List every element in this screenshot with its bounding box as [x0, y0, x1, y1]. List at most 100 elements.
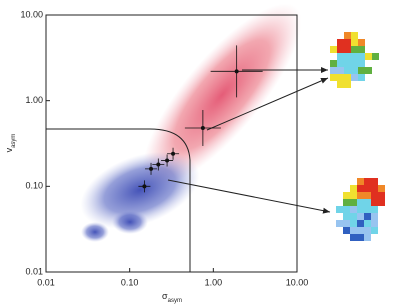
pixel	[350, 220, 357, 227]
pixel	[378, 199, 385, 206]
pixel	[337, 60, 344, 67]
x-axis-label: σasym	[162, 291, 182, 303]
pixel	[337, 74, 344, 81]
y-axis-label: vasym	[4, 134, 16, 153]
point	[142, 184, 147, 189]
pixel	[371, 227, 378, 234]
point	[200, 125, 205, 130]
pixel	[371, 220, 378, 227]
pixel	[365, 53, 372, 60]
pixel	[371, 199, 378, 206]
pixel	[371, 206, 378, 213]
point	[165, 158, 170, 163]
y-tick-label: 0.10	[25, 181, 43, 191]
pixel	[330, 60, 337, 67]
pixel	[330, 74, 337, 81]
pixel	[364, 227, 371, 234]
pixel	[357, 220, 364, 227]
pixel	[337, 81, 344, 88]
pixel	[358, 60, 365, 67]
pixel	[358, 67, 365, 74]
boundary-curve	[46, 128, 191, 272]
pixel	[364, 213, 371, 220]
y-tick-label: 0.01	[25, 266, 43, 276]
pixel	[357, 199, 364, 206]
pixel	[357, 213, 364, 220]
pixel	[343, 192, 350, 199]
x-tick-label: 0.10	[121, 277, 139, 287]
arrows	[167, 67, 331, 214]
pixel	[358, 39, 365, 46]
pixel	[351, 39, 358, 46]
pixel	[357, 206, 364, 213]
x-tick-label: 1.00	[205, 277, 223, 287]
pixel	[330, 67, 337, 74]
pixel	[337, 67, 344, 74]
y-label-main: v	[4, 147, 14, 152]
pixel	[358, 74, 365, 81]
thumbnail	[330, 32, 379, 88]
pixel	[344, 60, 351, 67]
pixel	[357, 227, 364, 234]
pixel	[337, 39, 344, 46]
pixel	[351, 46, 358, 53]
point	[149, 166, 154, 171]
pixel	[350, 213, 357, 220]
y-label-sub: asym	[11, 134, 17, 148]
point	[171, 151, 176, 156]
pixel	[343, 199, 350, 206]
density-cloud	[80, 3, 302, 242]
y-tick-label: 1.00	[25, 95, 43, 105]
pixel	[365, 67, 372, 74]
pixel	[350, 206, 357, 213]
pixel	[364, 234, 371, 241]
pixel	[358, 53, 365, 60]
pixel	[357, 192, 364, 199]
pixel	[351, 53, 358, 60]
pixel	[350, 199, 357, 206]
pixel	[358, 46, 365, 53]
pixel	[337, 46, 344, 53]
x-label-sub: asym	[168, 298, 182, 304]
point	[156, 162, 161, 167]
pixel	[350, 234, 357, 241]
pixel	[371, 185, 378, 192]
pixel	[364, 192, 371, 199]
pixel	[371, 192, 378, 199]
x-label-main: σ	[162, 291, 168, 301]
x-tick-label: 0.01	[37, 277, 55, 287]
pixel	[344, 53, 351, 60]
pixel	[357, 234, 364, 241]
pixel	[344, 67, 351, 74]
pixel	[378, 185, 385, 192]
pixel	[344, 39, 351, 46]
pixel	[351, 60, 358, 67]
pixel	[343, 227, 350, 234]
pixel	[357, 178, 364, 185]
pixel	[336, 206, 343, 213]
x-tick-label: 10.00	[286, 277, 309, 287]
point	[234, 69, 239, 74]
pixel	[344, 74, 351, 81]
pixel	[343, 220, 350, 227]
pixel	[337, 53, 344, 60]
pixel	[344, 81, 351, 88]
pixel	[343, 206, 350, 213]
pixel	[350, 192, 357, 199]
thumbnail	[336, 178, 385, 241]
pixel	[364, 178, 371, 185]
pixel	[364, 185, 371, 192]
pixel	[350, 185, 357, 192]
pixel	[344, 32, 351, 39]
pixel	[364, 220, 371, 227]
pixel	[336, 220, 343, 227]
pixel	[378, 192, 385, 199]
pixel	[364, 206, 371, 213]
pixel	[371, 178, 378, 185]
pixel	[372, 53, 379, 60]
plot-frame	[45, 14, 298, 273]
pixel	[343, 213, 350, 220]
pixel	[364, 199, 371, 206]
pixel	[357, 185, 364, 192]
